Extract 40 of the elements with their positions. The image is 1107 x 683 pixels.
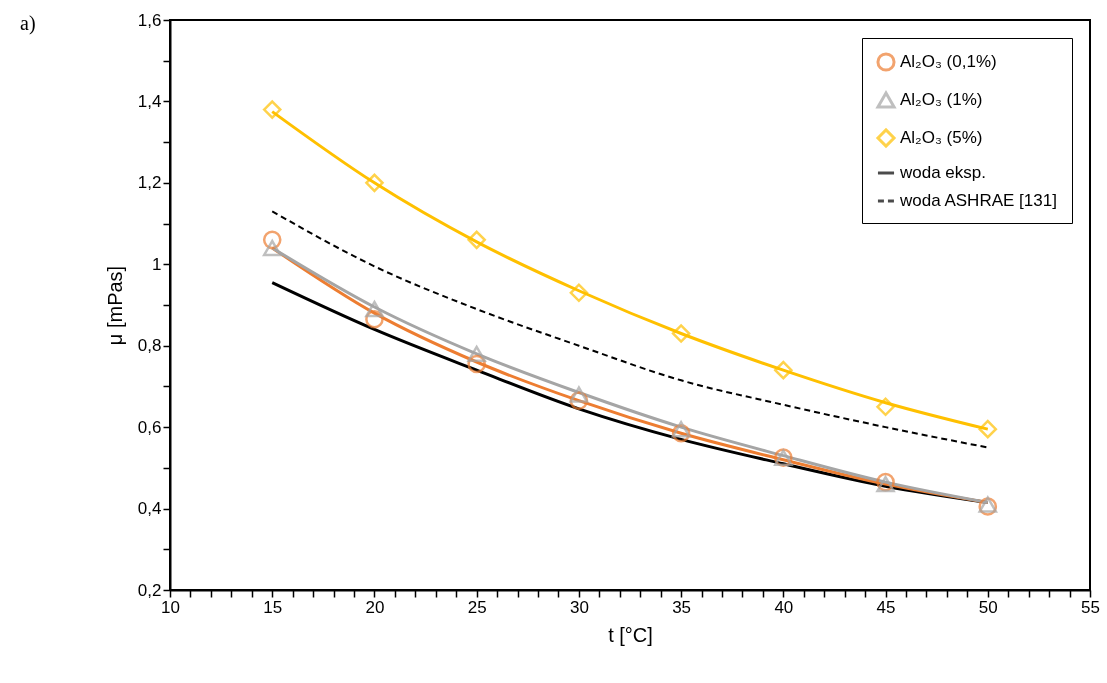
x-tick-label: 25: [467, 597, 487, 617]
x-tick-label: 50: [978, 597, 998, 617]
y-tick-label: 0,2: [137, 580, 162, 600]
point: [774, 360, 793, 380]
y-tick-label: 0,6: [137, 417, 162, 437]
y-axis-title: μ [mPas]: [103, 265, 126, 346]
legend-label: woda eksp.: [899, 163, 986, 182]
point: [365, 300, 384, 318]
point: [262, 100, 282, 119]
x-tick-label: 30: [569, 597, 589, 617]
point: [467, 345, 486, 363]
legend-label: Al₂O₃ (0,1%): [900, 52, 997, 71]
y-tick-label: 0,4: [137, 499, 162, 519]
point: [978, 419, 998, 439]
x-tick-label: 35: [672, 597, 692, 617]
x-axis-title: t [°C]: [608, 623, 653, 646]
y-tick-label: 1: [152, 254, 162, 274]
point: [569, 283, 589, 303]
legend-label: woda ASHRAE [131]: [899, 191, 1057, 210]
text: a): [20, 12, 36, 35]
point: [671, 324, 691, 343]
x-tick-label: 20: [365, 597, 385, 617]
x-tick-label: 10: [161, 597, 180, 617]
y-tick-label: 1,6: [137, 10, 162, 30]
x-tick-label: 45: [876, 597, 896, 617]
point: [467, 230, 486, 250]
y-tick-label: 0,8: [137, 336, 162, 356]
y-tick-label: 1,2: [137, 173, 162, 193]
point: [262, 239, 282, 257]
x-tick-label: 15: [263, 597, 283, 617]
point: [569, 386, 589, 403]
y-tick-label: 1,4: [137, 91, 162, 111]
x-tick-label: 55: [1081, 597, 1100, 617]
point: [671, 420, 691, 438]
point: [876, 397, 895, 417]
line-series: [271, 210, 989, 449]
legend-label: Al₂O₃ (5%): [900, 128, 983, 147]
x-tick-label: 40: [774, 597, 794, 617]
legend-label: Al₂O₃ (1%): [900, 90, 983, 109]
point: [365, 173, 384, 193]
